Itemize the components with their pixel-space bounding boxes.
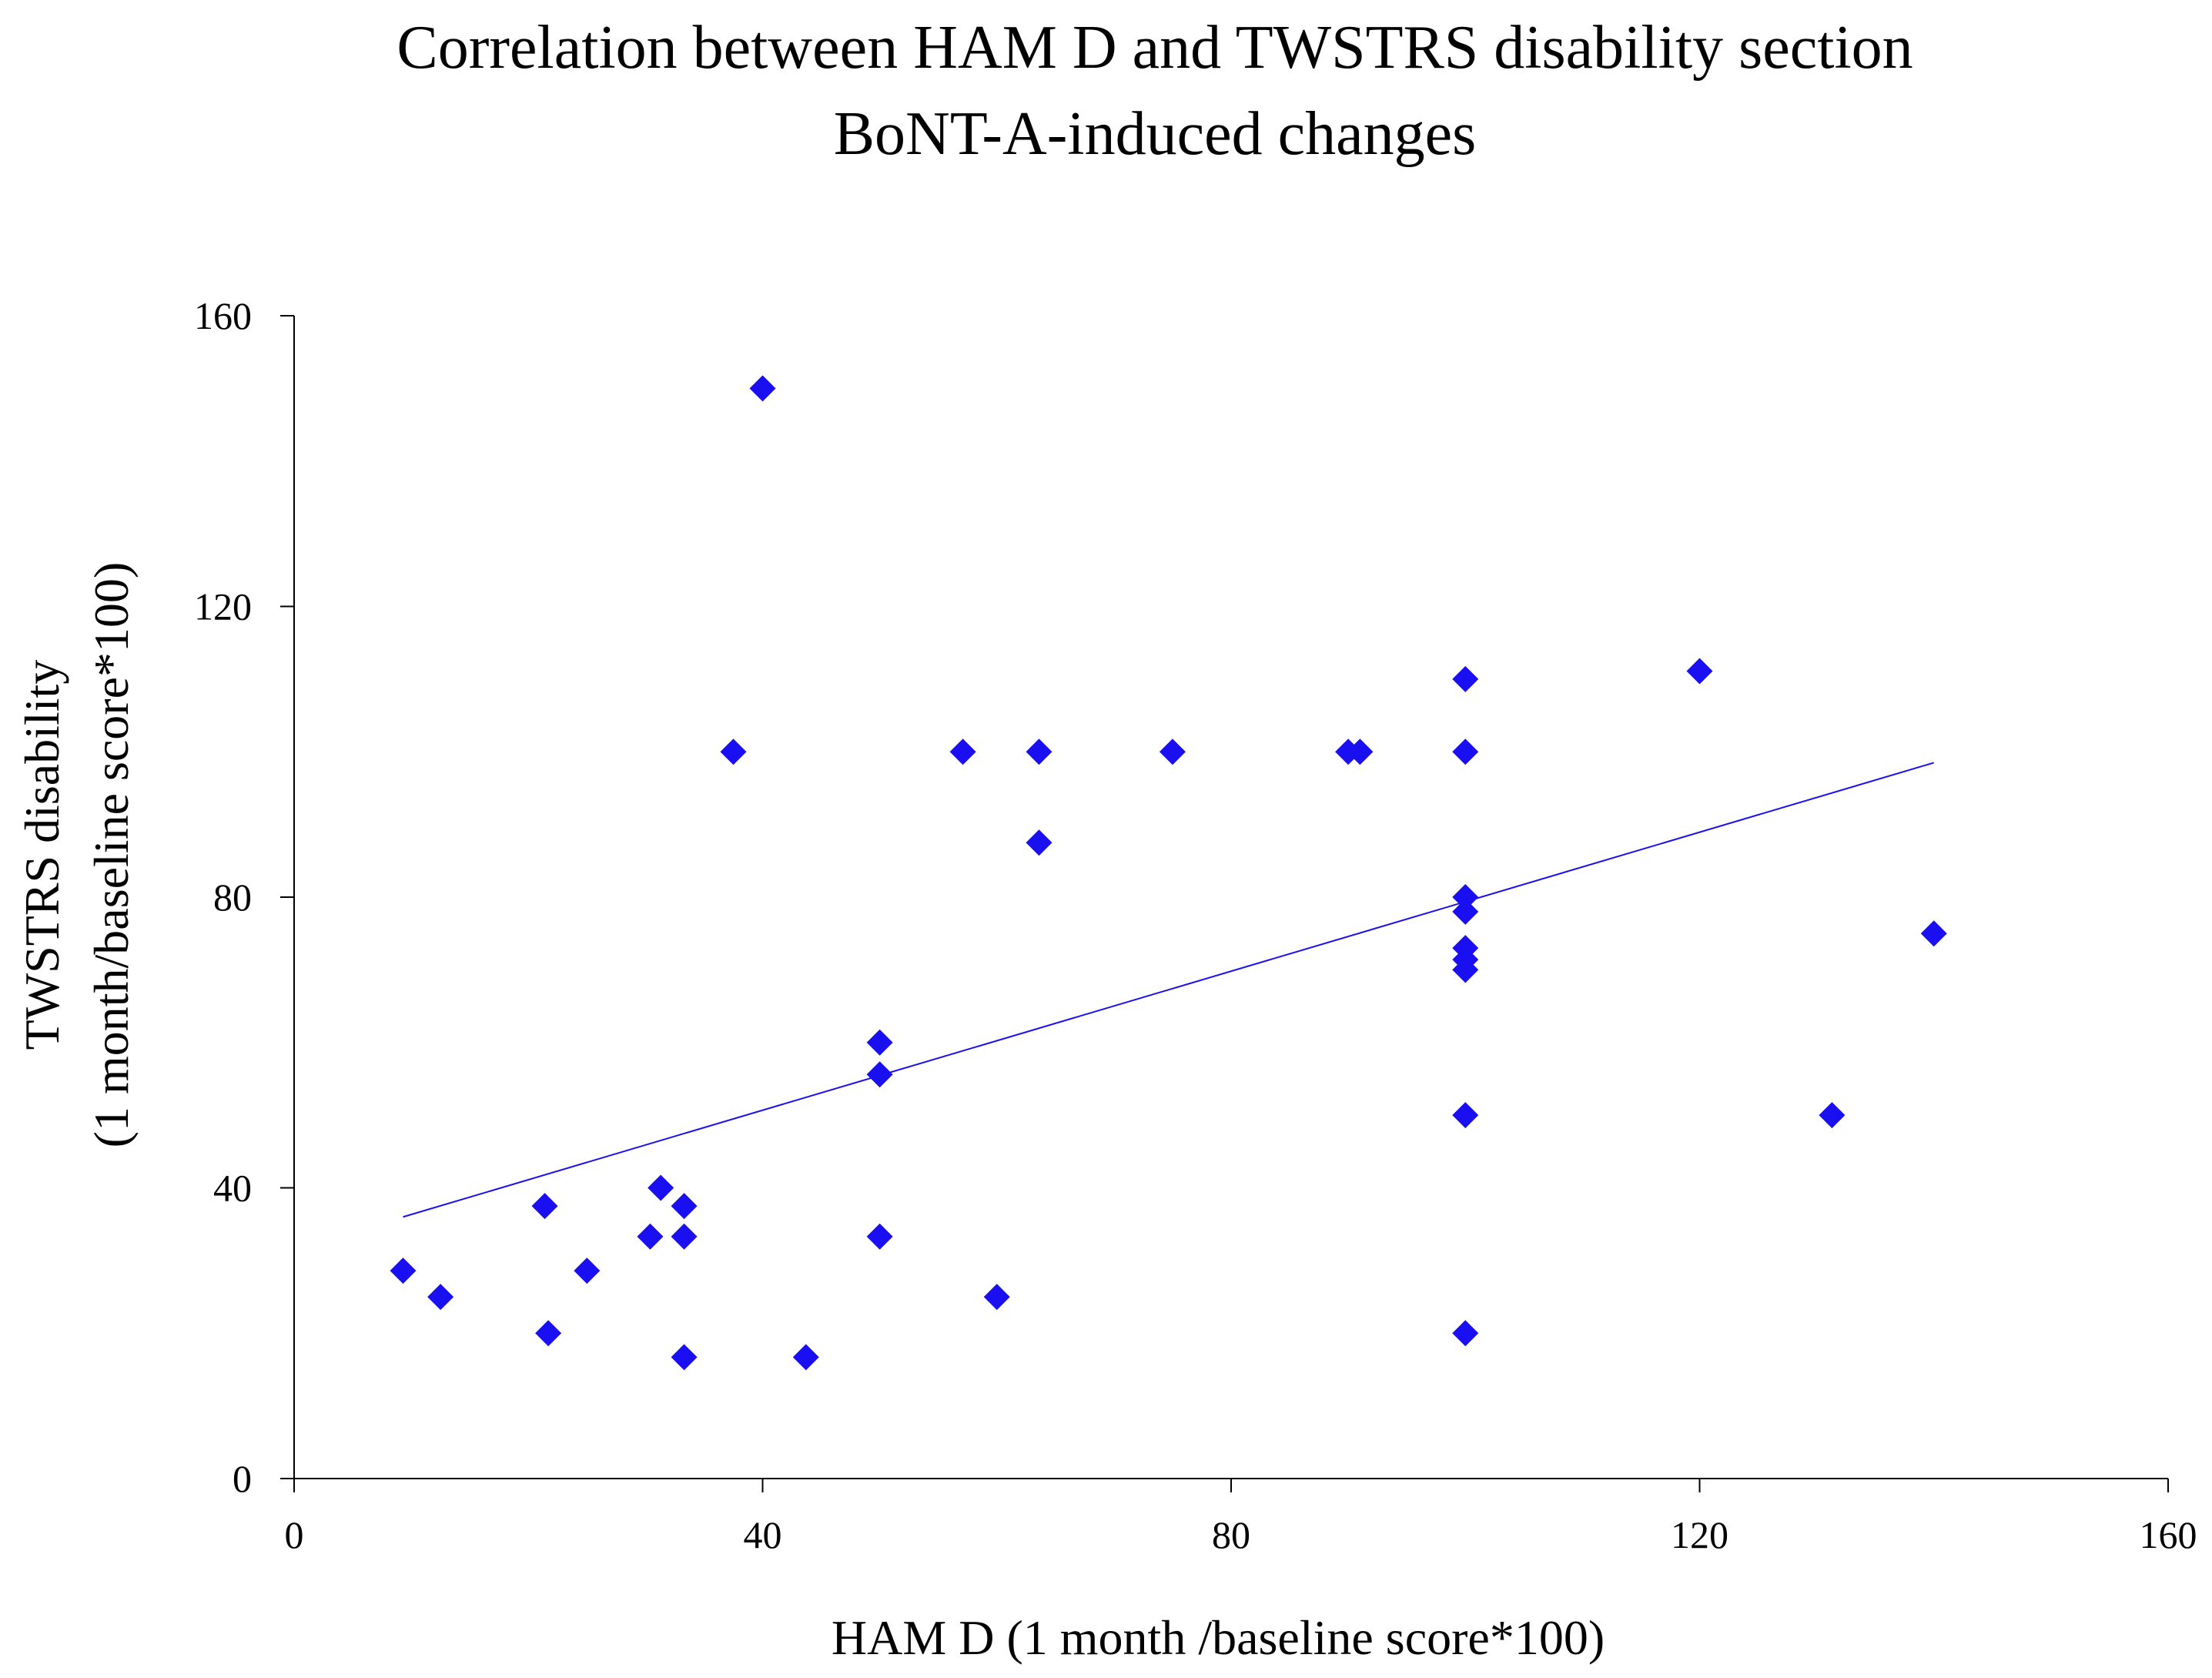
trendline <box>403 762 1935 1218</box>
y-tick-label: 0 <box>233 1457 252 1500</box>
data-point <box>983 1284 1010 1311</box>
data-point <box>1452 739 1479 765</box>
y-axis-label-line2: (1 month/baseline score*100) <box>84 562 139 1148</box>
data-point <box>1452 1320 1479 1347</box>
data-point <box>1452 898 1479 925</box>
y-tick-label: 160 <box>194 294 252 337</box>
data-point <box>535 1320 562 1347</box>
data-points <box>390 375 1947 1371</box>
data-point <box>1159 739 1186 765</box>
data-point <box>1686 658 1713 685</box>
data-point <box>671 1193 698 1220</box>
data-point <box>531 1193 558 1220</box>
y-tick-label: 120 <box>194 585 252 628</box>
x-tick-label: 40 <box>744 1513 782 1556</box>
data-point <box>1026 829 1052 856</box>
data-point <box>866 1223 893 1250</box>
data-point <box>1026 739 1052 765</box>
x-tick-label: 0 <box>285 1513 304 1556</box>
chart-title: Correlation between HAM D and TWSTRS dis… <box>397 14 1912 82</box>
data-point <box>671 1223 698 1250</box>
data-point <box>1347 739 1374 765</box>
data-point <box>427 1284 454 1311</box>
y-tick-label: 40 <box>213 1167 252 1210</box>
y-axis-ticks: 0 40 80 120 160 <box>194 294 294 1500</box>
data-point <box>637 1223 664 1250</box>
data-point <box>1452 884 1479 910</box>
y-tick-label: 80 <box>213 876 252 919</box>
data-point <box>1452 956 1479 983</box>
data-point <box>1819 1102 1846 1129</box>
data-point <box>1452 1102 1479 1129</box>
data-point <box>574 1258 601 1284</box>
x-tick-label: 160 <box>2140 1513 2197 1556</box>
data-point <box>866 1029 893 1056</box>
y-axis-label-line1: TWSTRS disability <box>15 660 69 1050</box>
x-tick-label: 120 <box>1671 1513 1728 1556</box>
data-point <box>1452 665 1479 692</box>
data-point <box>671 1344 698 1371</box>
x-tick-label: 80 <box>1212 1513 1250 1556</box>
data-point <box>792 1344 819 1371</box>
x-axis-ticks: 0 40 80 120 160 <box>285 1479 2197 1556</box>
data-point <box>720 739 747 765</box>
chart-subtitle: BoNT-A-induced changes <box>834 100 1477 168</box>
data-point <box>1920 920 1947 947</box>
data-point <box>866 1061 893 1088</box>
data-point <box>949 739 976 765</box>
data-point <box>390 1258 417 1284</box>
x-axis-label: HAM D (1 month /baseline score*100) <box>832 1610 1605 1665</box>
data-point <box>749 375 776 402</box>
data-point <box>648 1174 674 1201</box>
